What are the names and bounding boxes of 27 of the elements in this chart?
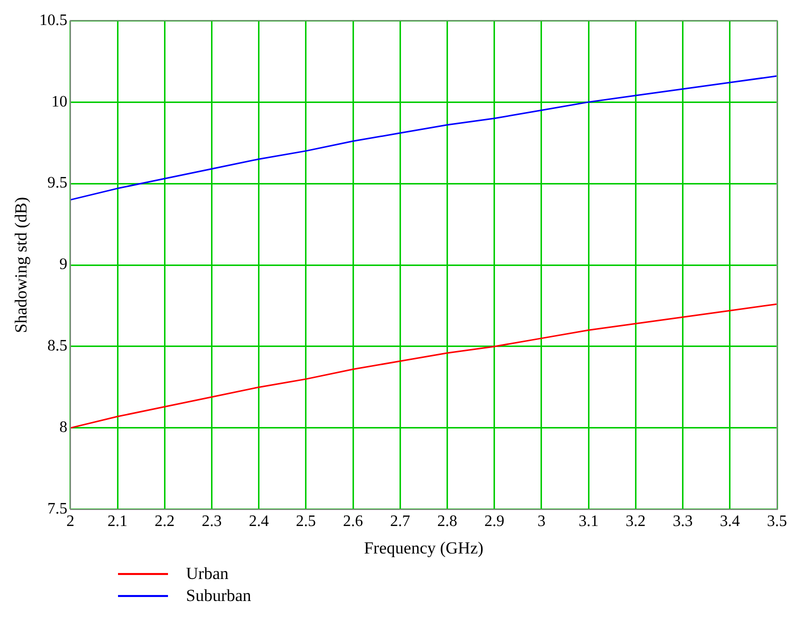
legend-label: Urban <box>186 564 228 584</box>
x-axis-title: Frequency (GHz) <box>364 538 484 558</box>
y-axis-title: Shadowing std (dB) <box>12 197 31 333</box>
y-tick-label: 10 <box>51 93 68 110</box>
x-tick-label: 2.3 <box>202 513 222 530</box>
x-tick-label: 2.7 <box>390 513 410 530</box>
x-tick-label: 3.4 <box>720 513 740 530</box>
x-tick-label: 2 <box>66 513 74 530</box>
x-tick-label: 3.2 <box>626 513 646 530</box>
x-tick-label: 3.1 <box>578 513 599 530</box>
x-tick-label: 2.1 <box>108 513 128 530</box>
x-tick-label: 2.8 <box>437 513 458 530</box>
y-tick-label: 10.5 <box>39 12 68 29</box>
x-tick-label: 3.3 <box>672 513 693 530</box>
y-tick-label: 8.5 <box>47 338 68 355</box>
x-tick-label: 2.4 <box>248 513 269 530</box>
x-tick-label: 2.9 <box>484 513 504 530</box>
x-tick-label: 2.6 <box>343 513 364 530</box>
y-tick-label: 7.5 <box>47 500 68 518</box>
x-tick-label: 2.2 <box>154 513 175 530</box>
legend-label: Suburban <box>186 586 252 606</box>
x-tick-label: 3.5 <box>767 513 787 530</box>
y-tick-label: 9.5 <box>47 174 68 192</box>
x-tick-label: 3 <box>537 513 546 530</box>
x-tick-label: 2.5 <box>296 513 316 530</box>
y-tick-label: 9 <box>59 256 68 274</box>
y-tick-label: 8 <box>59 419 68 436</box>
